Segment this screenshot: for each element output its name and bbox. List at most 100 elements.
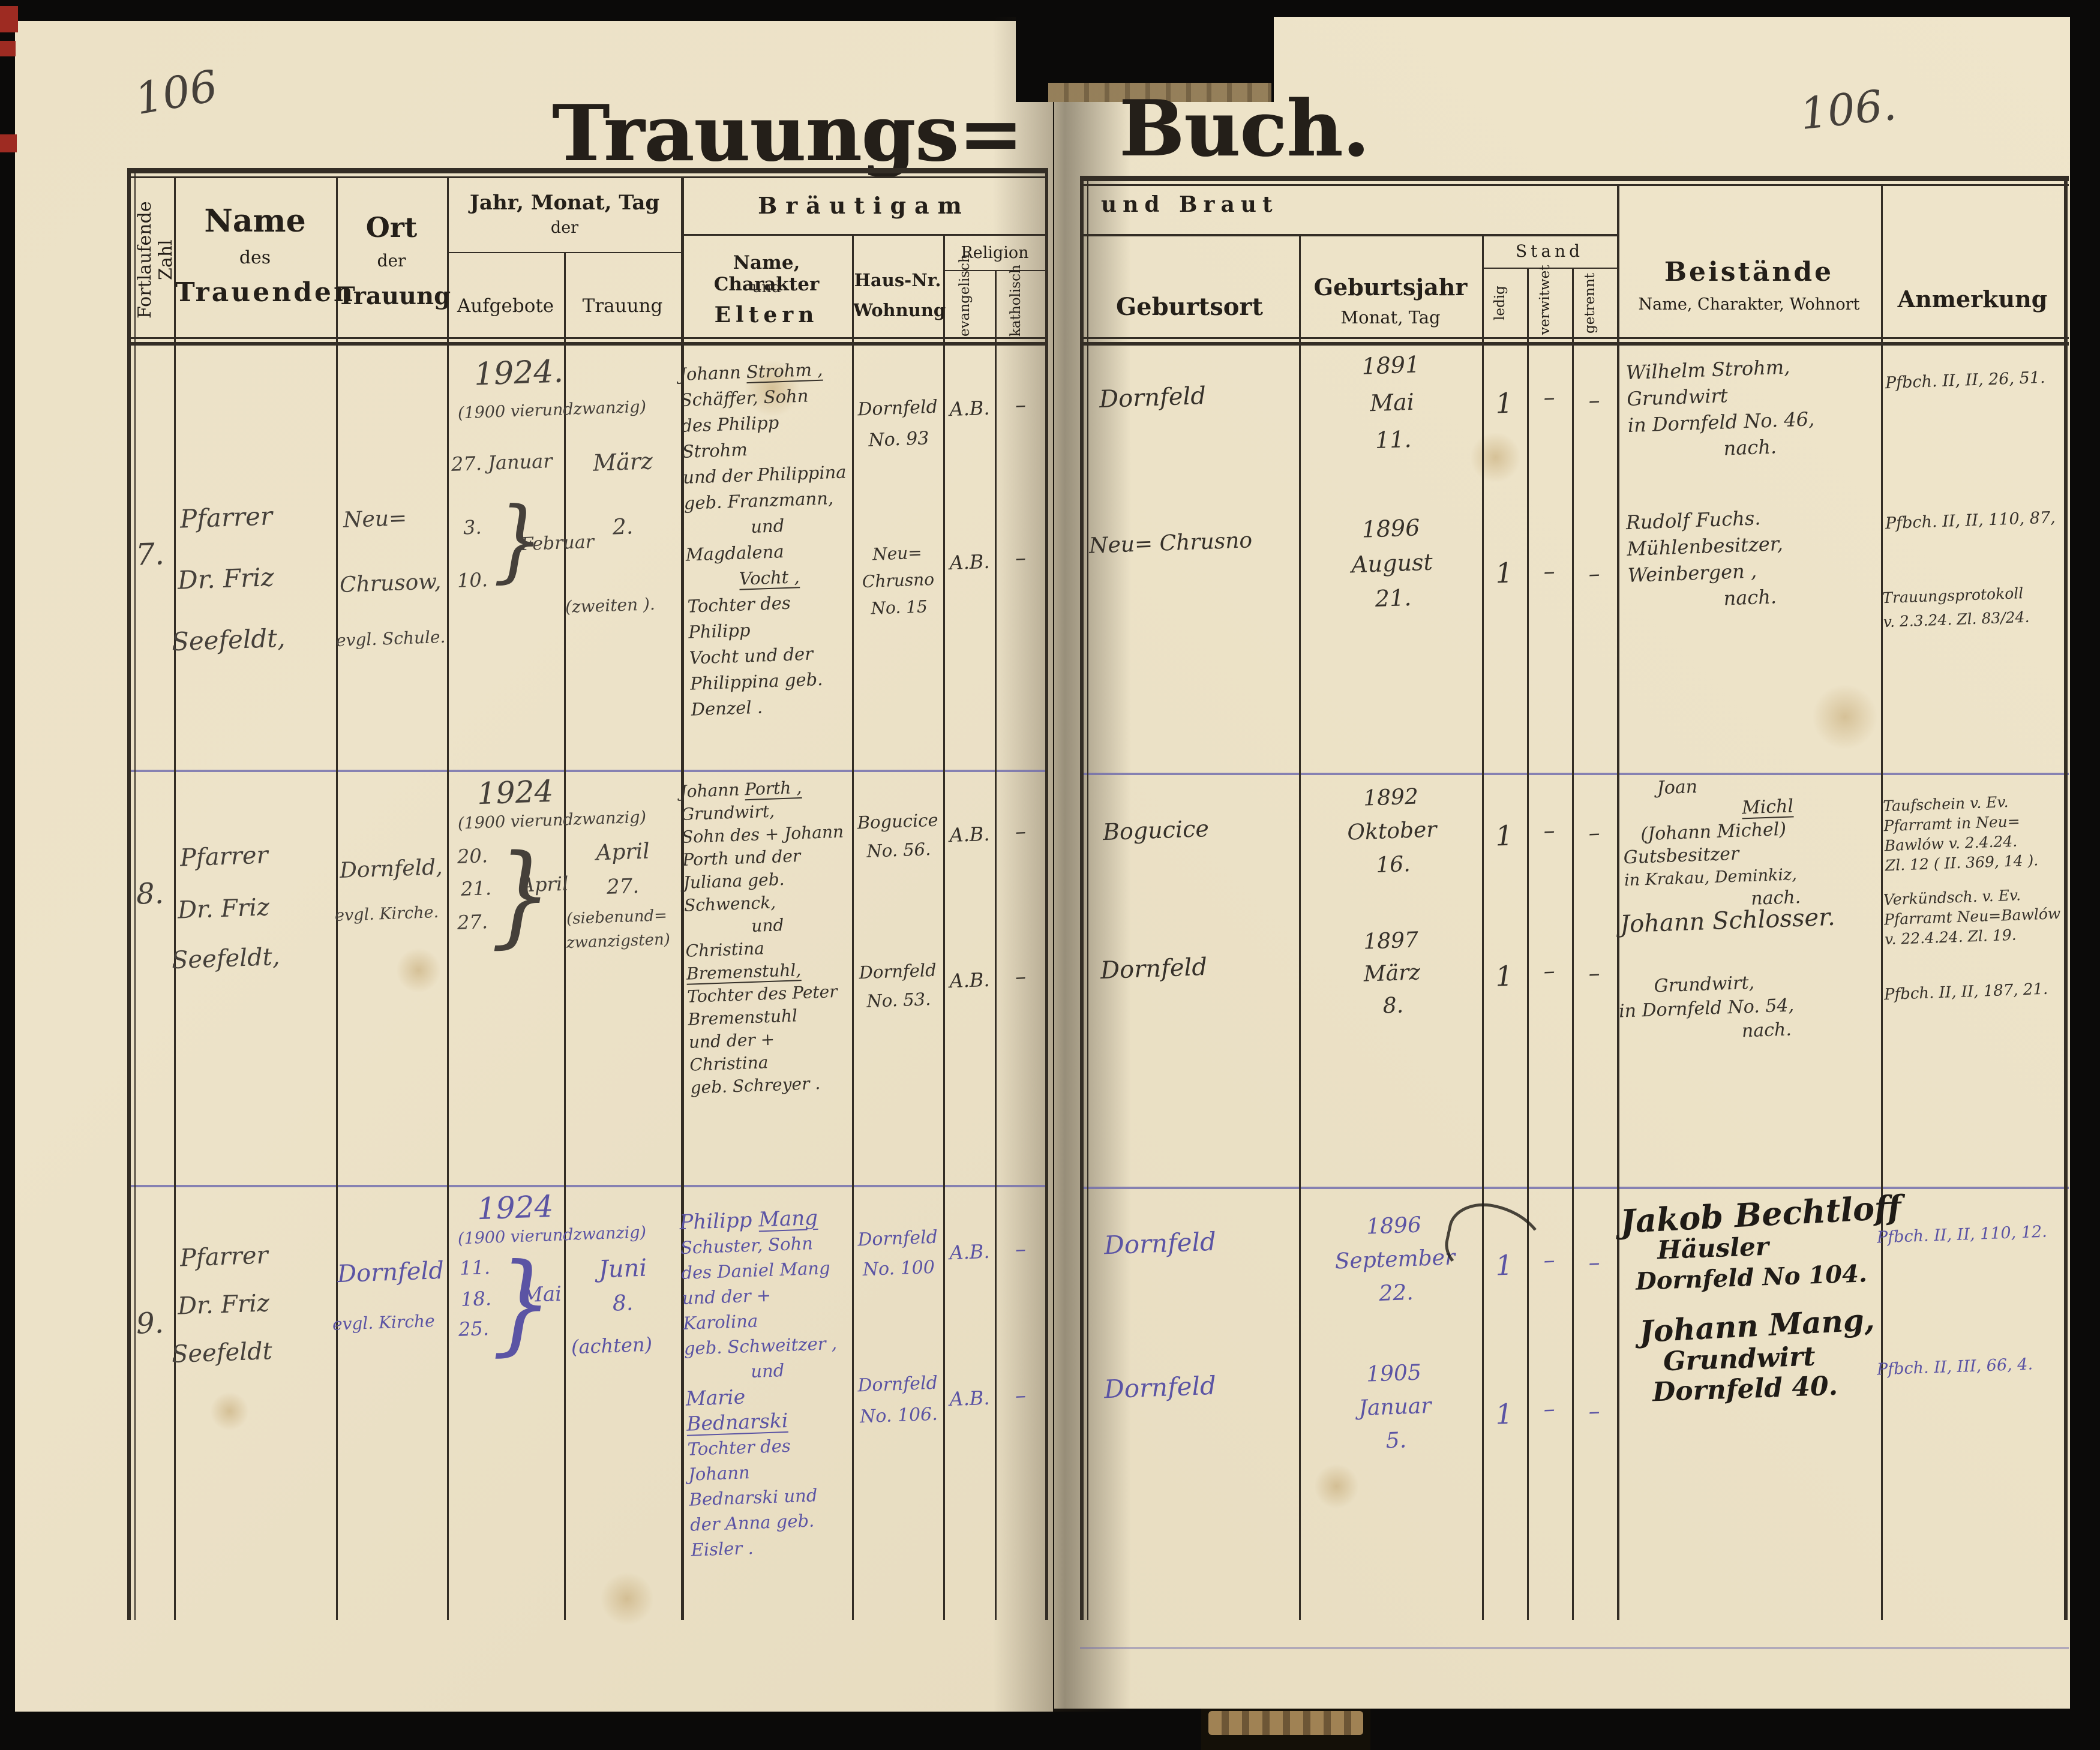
wedding-date: Juni — [598, 1254, 647, 1284]
groom-and-parents: Johann Porth , Grundwirt, Sohn des + Joh… — [679, 777, 844, 1098]
wedding-place: Dornfeld, — [339, 855, 443, 883]
left-page — [15, 21, 1053, 1712]
col-header-fortlaufende-zahl: Fortlaufende Zahl — [134, 201, 176, 319]
col-header-evangelisch: evangelisch — [957, 254, 973, 337]
edge-mark — [0, 41, 16, 56]
col-header-ort: Ort — [365, 211, 418, 244]
stain — [1314, 1464, 1359, 1509]
groom-and-parents: Johann Strohm , Schäffer, Sohn des Phili… — [679, 359, 847, 720]
year: 1924. — [473, 353, 564, 393]
edge-mark — [0, 134, 17, 152]
bride-residence: Dornfeld No. 53. — [859, 959, 937, 1011]
brace: } — [491, 830, 552, 959]
annotation: Verkündsch. v. Ev. Pfarramt Neu=Bawlów v. … — [1883, 886, 2061, 948]
row-separator — [1080, 773, 2069, 775]
col-header-name-charakter: Name, Charakter — [713, 252, 820, 295]
col-header-getrennt: getrennt — [1582, 272, 1598, 334]
col-header-aufgebote: Aufgebote — [457, 295, 554, 317]
page-edges — [1048, 83, 1271, 102]
wedding-place: Dornfeld — [337, 1256, 445, 1289]
year: 1924 — [476, 1188, 554, 1227]
bride-religion: A.B. — [949, 550, 991, 575]
bride-religion: A.B. — [949, 968, 991, 993]
col-header-jahr-monat-tag: Jahr, Monat, Tag — [469, 191, 660, 215]
stitching-thread — [1208, 1711, 1363, 1735]
right-title: Buch. — [1119, 84, 1369, 174]
bride-witness: Grundwirt, in Dornfeld No. 54, nach. — [1618, 972, 1795, 1042]
groom-witness: Joan Michl (Johann Michel) Gutsbesitzer … — [1623, 776, 1801, 909]
groom-status-ledig: 1 — [1495, 386, 1514, 420]
banns-dates: 27. Januar — [451, 449, 553, 476]
col-header-name: Name — [204, 203, 306, 239]
brace: } — [493, 487, 543, 593]
bride-birthdate: 1897 März 8. — [1363, 927, 1421, 1019]
bride-birthdate: 1905 Januar 5. — [1358, 1360, 1432, 1454]
bride-status-ledig: 1 — [1495, 556, 1514, 590]
groom-birthdate: 1892 Oktober 16. — [1346, 784, 1438, 878]
groom-and-parents: Philipp Mang Schuster, Sohn des Daniel M… — [679, 1205, 838, 1560]
bride-birthplace: Dornfeld — [1103, 1370, 1217, 1404]
stain — [396, 948, 441, 993]
col-header-geburtsjahr: Geburtsjahr — [1313, 274, 1468, 301]
stain — [1812, 684, 1878, 750]
groom-residence: Bogucice No. 56. — [857, 809, 939, 862]
row-number: 8. — [136, 876, 164, 911]
bride-witness: Rudolf Fuchs. Mühlenbesitzer, Weinbergen … — [1625, 506, 1784, 610]
row-number: 9. — [136, 1306, 164, 1341]
row-separator — [127, 770, 1048, 772]
groom-residence: Dornfeld No. 100 — [857, 1226, 938, 1281]
bride-residence: Dornfeld No. 106. — [857, 1372, 938, 1428]
bride-status-ledig: 1 — [1495, 1397, 1514, 1431]
bride-birthdate: 1896 August 21. — [1351, 514, 1433, 613]
groom-religion: A.B. — [949, 1239, 991, 1265]
brace: } — [492, 1240, 553, 1367]
col-header-anmerkung: Anmerkung — [1897, 286, 2048, 313]
groom-birthplace: Dornfeld — [1103, 1226, 1217, 1260]
section-header-braeutigam: Bräutigam — [758, 192, 970, 219]
groom-witness: Wilhelm Strohm, Grundwirt in Dornfeld No.… — [1625, 355, 1815, 460]
pastor-name: Pfarrer — [179, 1241, 269, 1272]
stain — [1470, 432, 1521, 483]
wedding-place: Neu= — [343, 506, 407, 533]
col-header-geburtsort: Geburtsort — [1116, 293, 1263, 321]
row-separator — [1080, 1647, 2069, 1649]
edge-mark — [0, 6, 18, 32]
section-header-und-braut: und Braut — [1101, 192, 1279, 217]
col-header-trauung: Trauung — [582, 295, 663, 317]
stain — [600, 1572, 654, 1626]
wedding-date: März — [592, 448, 653, 476]
groom-status-ledig: 1 — [1495, 819, 1514, 853]
year: 1924 — [476, 773, 554, 812]
col-header-stand: Stand — [1515, 241, 1584, 261]
bride-birthplace: Dornfeld — [1100, 953, 1208, 985]
bride-status-ledig: 1 — [1495, 959, 1514, 993]
pastor-name: Pfarrer — [179, 501, 273, 534]
bride-religion: A.B. — [949, 1386, 991, 1411]
col-header-beistaende: Beistände — [1664, 257, 1834, 287]
binding-gutter — [993, 17, 1131, 1712]
groom-religion: A.B. — [949, 822, 991, 847]
groom-residence: Dornfeld No. 93 — [857, 396, 938, 451]
banns-dates: 11. — [459, 1256, 491, 1280]
col-header-ledig: ledig — [1492, 286, 1508, 320]
wedding-date: April — [595, 839, 650, 866]
groom-birthplace: Dornfeld — [1099, 382, 1207, 414]
col-header-haus-nr: Haus-Nr. — [854, 270, 941, 290]
stain — [744, 360, 801, 417]
annotation: Trauungsprotokoll v. 2.3.24. Zl. 83/24. — [1882, 584, 2030, 631]
pastor-name: Pfarrer — [179, 841, 269, 872]
groom-birthplace: Bogucice — [1102, 815, 1210, 846]
groom-religion: A.B. — [949, 396, 991, 421]
stain — [210, 1392, 249, 1431]
annotation: Taufschein v. Ev. Pfarramt in Neu= Bawlów… — [1882, 793, 2039, 875]
bride-residence: Neu= Chrusno No. 15 — [862, 542, 935, 619]
left-title: Trauungs= — [552, 89, 1023, 179]
right-page — [1054, 17, 2070, 1709]
groom-birthdate: 1891 Mai 11. — [1361, 351, 1420, 454]
row-separator — [127, 1185, 1048, 1187]
col-header-verwitwet: verwitwet — [1537, 265, 1553, 335]
banns-dates: 20. — [457, 844, 488, 868]
row-number: 7. — [135, 536, 165, 572]
col-header-religion: Religion — [961, 244, 1029, 262]
